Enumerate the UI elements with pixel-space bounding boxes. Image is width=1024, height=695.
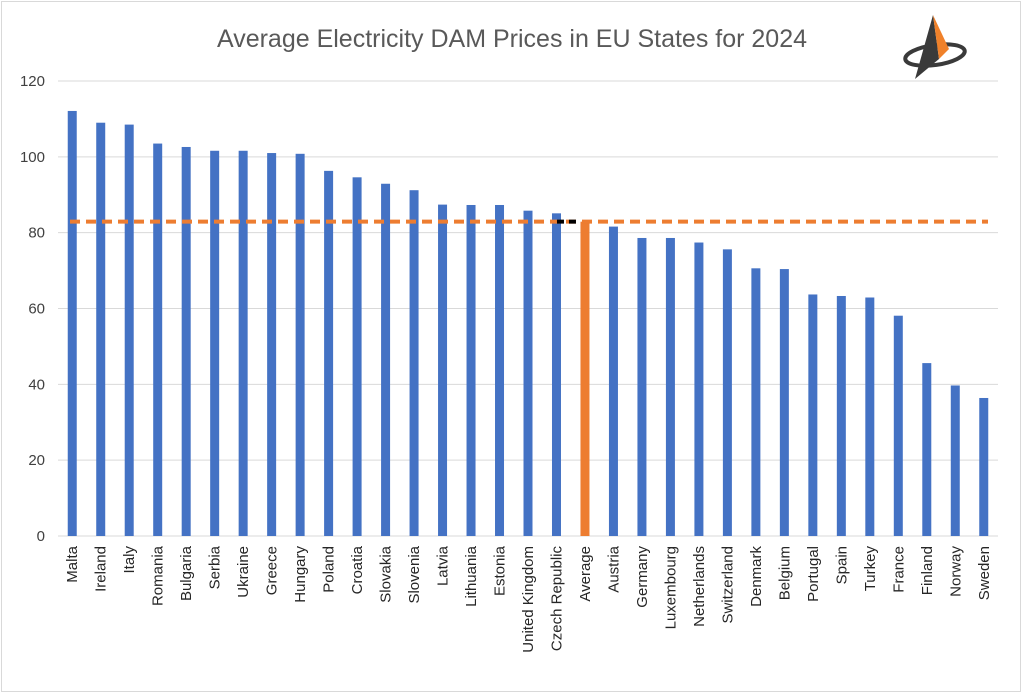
bar-serbia	[210, 150, 220, 536]
category-label: Spain	[833, 546, 850, 584]
bar-spain	[836, 295, 846, 536]
category-label: Ukraine	[235, 546, 252, 598]
category-labels: Malta Ireland Italy Romania Bulgaria Serbia Uk…	[64, 545, 993, 652]
category-label: Greece	[264, 546, 281, 595]
bar-croatia	[352, 177, 362, 536]
bar-switzerland	[722, 249, 732, 536]
bar-italy	[124, 124, 134, 537]
category-label: United Kingdom	[520, 546, 537, 653]
category-label: Croatia	[349, 545, 366, 594]
category-label: Romania	[150, 545, 167, 606]
bar-sweden	[979, 397, 989, 536]
category-label: Norway	[947, 546, 964, 597]
bar-estonia	[495, 204, 505, 537]
category-label: Germany	[634, 546, 651, 608]
bar-slovakia	[381, 183, 391, 537]
bar-turkey	[865, 297, 875, 536]
category-label: Bulgaria	[178, 545, 195, 601]
bar-united-kingdom	[523, 210, 533, 537]
y-tick-label: 120	[20, 73, 45, 90]
y-tick-label: 20	[28, 452, 45, 469]
compass-arrow-logo-icon	[903, 15, 967, 79]
category-label: Portugal	[805, 546, 822, 602]
category-label: Slovakia	[378, 545, 395, 602]
bar-denmark	[751, 268, 761, 536]
bar-latvia	[438, 204, 448, 536]
category-label: Luxembourg	[662, 546, 679, 629]
bar-hungary	[295, 153, 305, 537]
bar-bulgaria	[181, 146, 191, 536]
bar-romania	[153, 143, 163, 536]
category-label: Poland	[321, 546, 338, 593]
bar-poland	[324, 170, 334, 537]
y-tick-label: 0	[37, 528, 45, 545]
bar-netherlands	[694, 242, 704, 536]
category-label: France	[890, 546, 907, 593]
category-label: Malta	[64, 545, 81, 582]
bars	[67, 110, 989, 537]
y-tick-label: 40	[28, 376, 45, 393]
bar-france	[893, 315, 903, 536]
category-label: Italy	[121, 546, 138, 574]
category-label: Czech Republic	[548, 546, 565, 652]
bar-austria	[608, 226, 618, 536]
bar-average	[580, 221, 590, 536]
category-label: Lithuania	[463, 545, 480, 607]
bar-norway	[950, 385, 960, 536]
bar-czech-republic	[551, 213, 561, 536]
category-label: Serbia	[207, 545, 224, 589]
bar-ukraine	[238, 150, 248, 536]
chart-title: Average Electricity DAM Prices in EU Sta…	[217, 25, 807, 53]
category-label: Hungary	[292, 546, 309, 603]
bar-finland	[922, 363, 932, 536]
category-label: Estonia	[492, 545, 509, 596]
bar-luxembourg	[665, 237, 675, 536]
category-label: Average	[577, 546, 594, 602]
category-label: Sweden	[976, 546, 993, 600]
category-label: Austria	[605, 545, 622, 592]
category-label: Latvia	[435, 545, 452, 586]
category-label: Finland	[919, 546, 936, 595]
y-tick-label: 80	[28, 225, 45, 242]
bar-ireland	[96, 122, 106, 536]
y-axis-tick-labels: 0 20 40 60 80 100 120	[20, 73, 45, 545]
bar-slovenia	[409, 190, 419, 536]
category-label: Belgium	[776, 546, 793, 600]
bar-portugal	[808, 294, 818, 536]
bar-malta	[67, 110, 77, 537]
bar-greece	[267, 153, 277, 536]
category-label: Denmark	[748, 546, 765, 607]
bar-belgium	[779, 269, 789, 536]
category-label: Switzerland	[719, 546, 736, 624]
y-tick-label: 60	[28, 301, 45, 318]
category-label: Ireland	[93, 546, 110, 592]
y-tick-label: 100	[20, 149, 45, 166]
category-label: Turkey	[862, 546, 879, 592]
bar-germany	[637, 237, 647, 536]
category-label: Netherlands	[691, 546, 708, 627]
bar-lithuania	[466, 204, 476, 537]
category-label: Slovenia	[406, 545, 423, 603]
